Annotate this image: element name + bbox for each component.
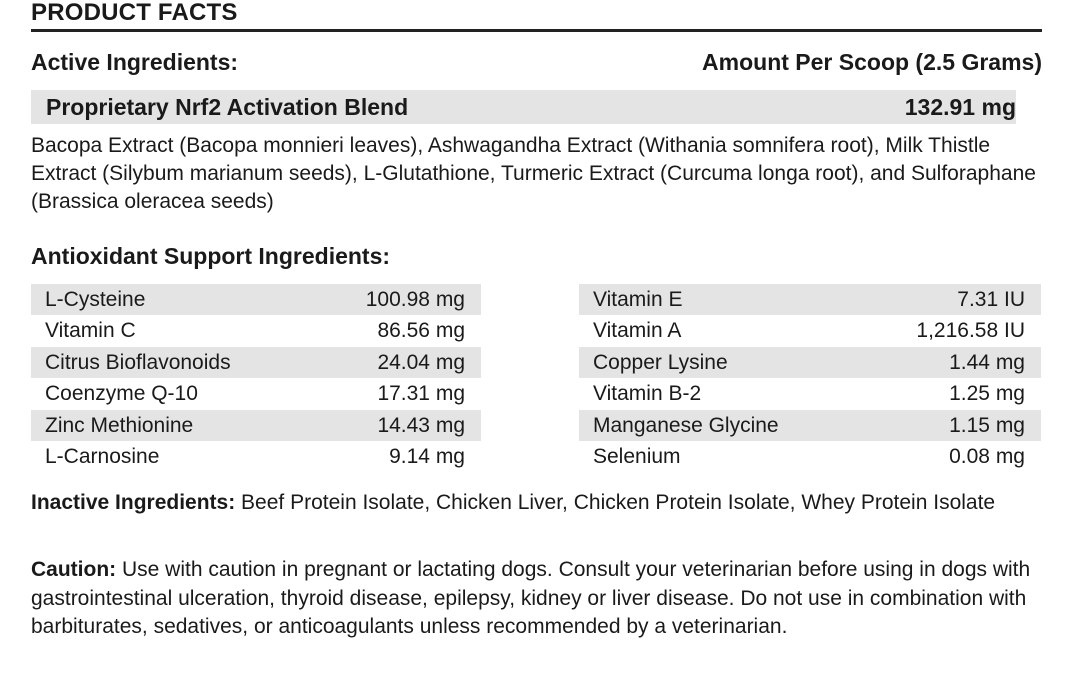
table-row: Vitamin E 7.31 IU bbox=[579, 284, 1041, 316]
page-title: PRODUCT FACTS bbox=[31, 0, 238, 26]
blend-description: Bacopa Extract (Bacopa monnieri leaves),… bbox=[31, 134, 1036, 213]
ingredient-name: Vitamin A bbox=[593, 319, 682, 343]
table-row: Selenium 0.08 mg bbox=[579, 441, 1041, 472]
ingredient-amount: 17.31 mg bbox=[377, 382, 465, 406]
table-row: Vitamin A 1,216.58 IU bbox=[579, 315, 1041, 346]
antioxidant-header: Antioxidant Support Ingredients: bbox=[31, 243, 391, 269]
ingredient-name: Citrus Bioflavonoids bbox=[45, 350, 231, 374]
ingredient-name: Vitamin E bbox=[593, 288, 683, 311]
ingredient-amount: 1.44 mg bbox=[949, 350, 1025, 374]
caution-text: Use with caution in pregnant or lactatin… bbox=[31, 558, 1031, 638]
caution-label: Caution: bbox=[31, 558, 117, 581]
table-row: Copper Lysine 1.44 mg bbox=[579, 346, 1041, 379]
ingredient-name: L-Cysteine bbox=[45, 288, 146, 311]
ingredient-name: Copper Lysine bbox=[593, 350, 728, 374]
ingredient-amount: 0.08 mg bbox=[949, 444, 1025, 468]
amount-per-scoop-header: Amount Per Scoop (2.5 Grams) bbox=[702, 49, 1042, 75]
table-row: Vitamin B-2 1.25 mg bbox=[579, 378, 1041, 409]
inactive-ingredients: Inactive Ingredients: Beef Protein Isola… bbox=[31, 489, 1046, 518]
ingredient-name: Vitamin B-2 bbox=[593, 382, 702, 406]
table-row: Citrus Bioflavonoids 24.04 mg bbox=[31, 346, 481, 379]
inactive-label: Inactive Ingredients: bbox=[31, 491, 236, 514]
ingredient-amount: 14.43 mg bbox=[377, 413, 465, 437]
ingredient-name: L-Carnosine bbox=[45, 444, 160, 468]
caution-note: Caution: Use with caution in pregnant or… bbox=[31, 556, 1046, 642]
table-row: L-Cysteine 100.98 mg bbox=[31, 284, 481, 316]
antioxidant-table-left: L-Cysteine 100.98 mg Vitamin C 86.56 mg … bbox=[31, 284, 481, 472]
ingredient-amount: 1.15 mg bbox=[949, 413, 1025, 437]
inactive-text: Beef Protein Isolate, Chicken Liver, Chi… bbox=[235, 491, 996, 514]
ingredient-amount: 86.56 mg bbox=[377, 319, 465, 343]
title-rule bbox=[31, 29, 1042, 32]
table-row: Zinc Methionine 14.43 mg bbox=[31, 409, 481, 441]
antioxidant-table-right: Vitamin E 7.31 IU Vitamin A 1,216.58 IU … bbox=[579, 284, 1041, 472]
blend-amount: 132.91 mg bbox=[904, 94, 1016, 120]
ingredient-name: Coenzyme Q-10 bbox=[45, 382, 198, 406]
ingredient-name: Selenium bbox=[593, 444, 681, 468]
ingredient-name: Vitamin C bbox=[45, 319, 136, 343]
ingredient-name: Manganese Glycine bbox=[593, 413, 779, 437]
ingredient-amount: 9.14 mg bbox=[389, 444, 465, 468]
table-row: Coenzyme Q-10 17.31 mg bbox=[31, 378, 481, 409]
blend-row-background bbox=[31, 90, 1016, 124]
ingredient-amount: 7.31 IU bbox=[957, 288, 1025, 311]
ingredient-amount: 1,216.58 IU bbox=[916, 319, 1025, 343]
table-row: L-Carnosine 9.14 mg bbox=[31, 441, 481, 472]
table-row: Manganese Glycine 1.15 mg bbox=[579, 409, 1041, 441]
table-row: Vitamin C 86.56 mg bbox=[31, 315, 481, 346]
ingredient-amount: 24.04 mg bbox=[377, 350, 465, 374]
blend-name: Proprietary Nrf2 Activation Blend bbox=[46, 94, 409, 120]
ingredient-amount: 1.25 mg bbox=[949, 382, 1025, 406]
ingredient-name: Zinc Methionine bbox=[45, 413, 194, 437]
active-ingredients-header: Active Ingredients: bbox=[31, 49, 239, 75]
ingredient-amount: 100.98 mg bbox=[365, 288, 465, 311]
